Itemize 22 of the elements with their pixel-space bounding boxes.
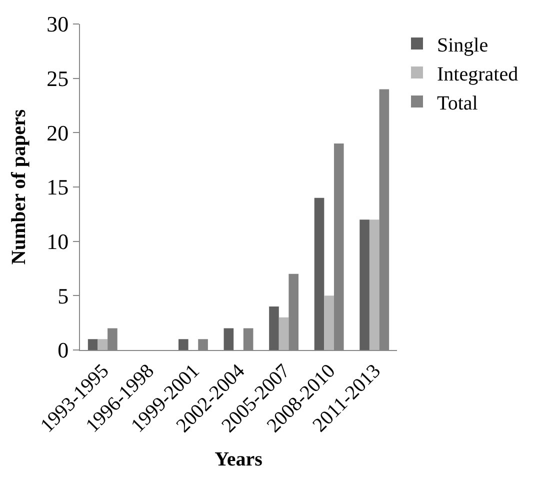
bar	[324, 296, 334, 350]
y-tick-label: 10	[46, 229, 69, 254]
y-tick-label: 15	[46, 174, 69, 200]
legend-label: Integrated	[437, 63, 518, 86]
y-tick-label: 20	[46, 120, 69, 146]
y-tick-label: 30	[46, 12, 69, 37]
bar	[88, 339, 98, 350]
y-tick-label: 5	[58, 283, 69, 308]
legend-label: Single	[437, 34, 488, 56]
y-tick-label: 25	[46, 66, 69, 92]
bar	[98, 339, 108, 350]
bar	[360, 220, 370, 350]
bar	[369, 220, 380, 350]
y-tick-label: 0	[58, 338, 69, 363]
bar	[269, 306, 279, 350]
legend-label: Total	[437, 92, 478, 114]
x-axis-title: Years	[214, 448, 263, 470]
y-axis-title: Number of papers	[8, 109, 30, 265]
bar	[278, 317, 289, 350]
bar	[314, 198, 324, 350]
bar	[224, 328, 234, 350]
bar	[178, 339, 188, 350]
